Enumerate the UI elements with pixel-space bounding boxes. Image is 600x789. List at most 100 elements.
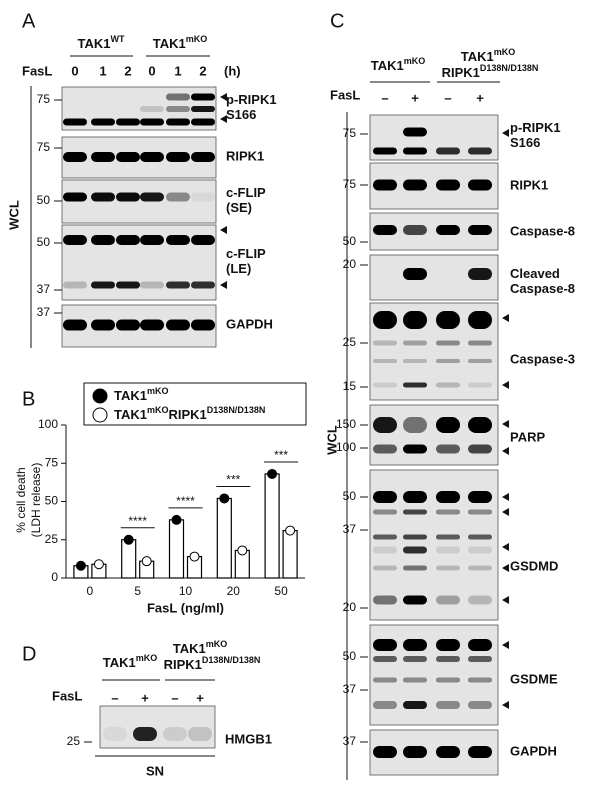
significance: **** xyxy=(176,494,195,508)
band xyxy=(373,534,397,540)
band xyxy=(140,192,164,202)
band xyxy=(436,639,460,651)
protein-label: GAPDH xyxy=(510,743,557,758)
band xyxy=(436,340,460,346)
band xyxy=(91,281,115,289)
band xyxy=(116,235,140,245)
mw-marker: 75 xyxy=(37,92,51,106)
y-axis-label: % cell death xyxy=(14,467,28,532)
y-tick-label: 50 xyxy=(45,494,59,508)
unit-label: (h) xyxy=(224,63,241,78)
band xyxy=(63,192,87,202)
band xyxy=(140,281,164,289)
band xyxy=(191,118,215,126)
text-part: RIPK1 xyxy=(169,407,207,422)
band xyxy=(373,225,397,235)
text-part: RIPK1 xyxy=(442,65,480,80)
lane-label: 2 xyxy=(124,63,131,78)
mean-dot xyxy=(267,468,278,479)
arrowhead xyxy=(220,226,227,234)
mw-marker: 20 xyxy=(343,257,357,271)
band xyxy=(373,311,397,329)
mw-marker: 150 xyxy=(336,417,356,431)
band xyxy=(373,546,397,554)
group-label: TAK1mKO xyxy=(173,639,228,656)
band xyxy=(403,127,427,137)
mean-dot xyxy=(189,551,200,562)
mw-marker: 75 xyxy=(343,177,357,191)
band xyxy=(468,311,492,329)
lane-label: + xyxy=(141,690,149,705)
band xyxy=(166,192,190,202)
band xyxy=(468,746,492,758)
band xyxy=(166,93,190,101)
band xyxy=(166,319,190,331)
band xyxy=(63,319,87,331)
band xyxy=(373,359,397,363)
band xyxy=(373,677,397,683)
band xyxy=(403,746,427,758)
lane-label: 1 xyxy=(99,63,106,78)
arrowhead xyxy=(220,93,227,101)
protein-label: Caspase-3 xyxy=(510,351,575,366)
superscript: mKO xyxy=(147,405,169,415)
band xyxy=(373,340,397,346)
band xyxy=(373,417,397,433)
band xyxy=(191,93,215,101)
panel-letter: C xyxy=(330,10,344,32)
text-part: TAK1 xyxy=(371,58,404,73)
band xyxy=(468,382,492,388)
band xyxy=(436,382,460,388)
arrowhead xyxy=(220,281,227,289)
band xyxy=(63,235,87,245)
band xyxy=(91,152,115,162)
significance: *** xyxy=(226,473,240,487)
lane-label: – xyxy=(171,690,178,705)
text-part: TAK1 xyxy=(78,36,111,51)
mw-marker: 50 xyxy=(37,235,51,249)
band xyxy=(373,491,397,503)
band xyxy=(63,118,87,126)
band xyxy=(436,546,460,554)
band xyxy=(403,382,427,388)
fasl-label: FasL xyxy=(22,63,52,78)
band xyxy=(468,491,492,503)
arrowhead xyxy=(502,447,509,455)
band xyxy=(436,225,460,235)
band xyxy=(436,491,460,503)
band xyxy=(116,152,140,162)
band xyxy=(163,727,187,741)
band xyxy=(468,147,492,155)
arrowhead xyxy=(502,543,509,551)
band xyxy=(403,701,427,709)
band xyxy=(403,147,427,155)
mw-marker: 50 xyxy=(343,649,357,663)
band xyxy=(403,359,427,363)
mw-marker: 75 xyxy=(343,126,357,140)
group-label: TAK1mKO xyxy=(461,47,516,64)
mw-marker: 37 xyxy=(343,734,357,748)
protein-label: (LE) xyxy=(226,261,251,276)
band xyxy=(140,118,164,126)
band xyxy=(373,701,397,709)
lane-label: 0 xyxy=(148,63,155,78)
band xyxy=(436,359,460,363)
panel-letter: A xyxy=(22,10,36,32)
band xyxy=(373,746,397,758)
protein-label: GAPDH xyxy=(226,316,273,331)
band xyxy=(91,192,115,202)
band xyxy=(403,677,427,683)
protein-label: RIPK1 xyxy=(510,177,548,192)
lane-label: 0 xyxy=(71,63,78,78)
band xyxy=(436,746,460,758)
band xyxy=(116,118,140,126)
band xyxy=(140,152,164,162)
band xyxy=(403,491,427,503)
band xyxy=(140,235,164,245)
lane-label: + xyxy=(411,90,419,105)
mw-marker: 37 xyxy=(343,522,357,536)
blot xyxy=(61,179,217,224)
protein-label: c-FLIP xyxy=(226,246,266,261)
band xyxy=(373,656,397,662)
y-tick-label: 75 xyxy=(45,455,59,469)
